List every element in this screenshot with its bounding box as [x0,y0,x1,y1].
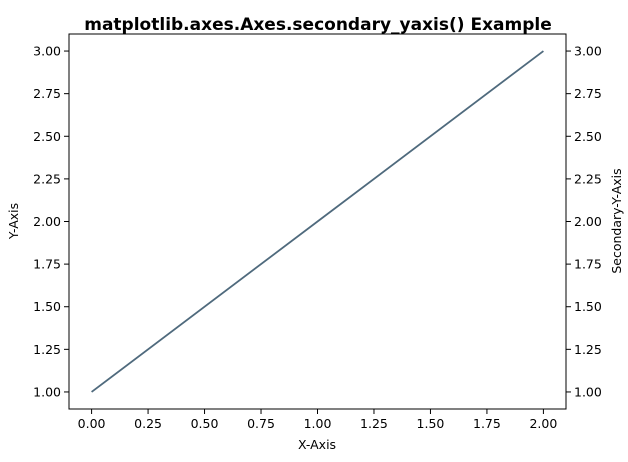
series-line [91,50,544,393]
secondary-y-tick-label: 1.50 [574,299,602,314]
y-tick-label: 2.00 [33,214,61,229]
x-tick-label: 1.75 [473,416,501,431]
x-tick-label: 0.25 [134,416,162,431]
y-axis-label: Y-Axis [6,203,21,240]
y-tick-label: 1.25 [33,342,61,357]
y-tick-label: 3.00 [33,44,61,59]
y-tick-label: 1.75 [33,257,61,272]
secondary-y-tick-label: 2.75 [574,86,602,101]
y-tick-label: 2.50 [33,129,61,144]
secondary-y-tick-label: 3.00 [574,44,602,59]
x-tick-label: 2.00 [529,416,557,431]
secondary-y-tick-label: 1.25 [574,342,602,357]
secondary-y-tick-label: 1.75 [574,257,602,272]
y-tick-label: 1.00 [33,384,61,399]
secondary-y-axis-ticks: 1.00 1.25 1.50 1.75 2.00 2.25 2.50 2.75 3.00 [566,44,602,399]
x-tick-label: 0.50 [191,416,219,431]
chart-title: matplotlib.axes.Axes.secondary_yaxis() E… [84,15,552,35]
y-tick-label: 2.75 [33,86,61,101]
secondary-y-tick-label: 2.00 [574,214,602,229]
secondary-y-tick-label: 2.25 [574,171,602,186]
secondary-y-tick-label: 2.50 [574,129,602,144]
x-axis-ticks: 0.00 0.25 0.50 0.75 1.00 1.25 1.50 1.75 2.00 [78,409,557,431]
x-axis-label: X-Axis [298,437,336,452]
y-axis-ticks: 1.00 1.25 1.50 1.75 2.00 2.25 2.50 2.75 3.00 [33,44,69,399]
x-tick-label: 1.50 [417,416,445,431]
y-tick-label: 2.25 [33,171,61,186]
x-tick-label: 1.25 [360,416,388,431]
y-tick-label: 1.50 [33,299,61,314]
secondary-y-tick-label: 1.00 [574,384,602,399]
x-tick-label: 0.00 [78,416,106,431]
secondary-y-axis-label: Secondary-Y-Axis [609,168,624,273]
x-tick-label: 0.75 [247,416,275,431]
x-tick-label: 1.00 [304,416,332,431]
series-lines [91,50,544,393]
